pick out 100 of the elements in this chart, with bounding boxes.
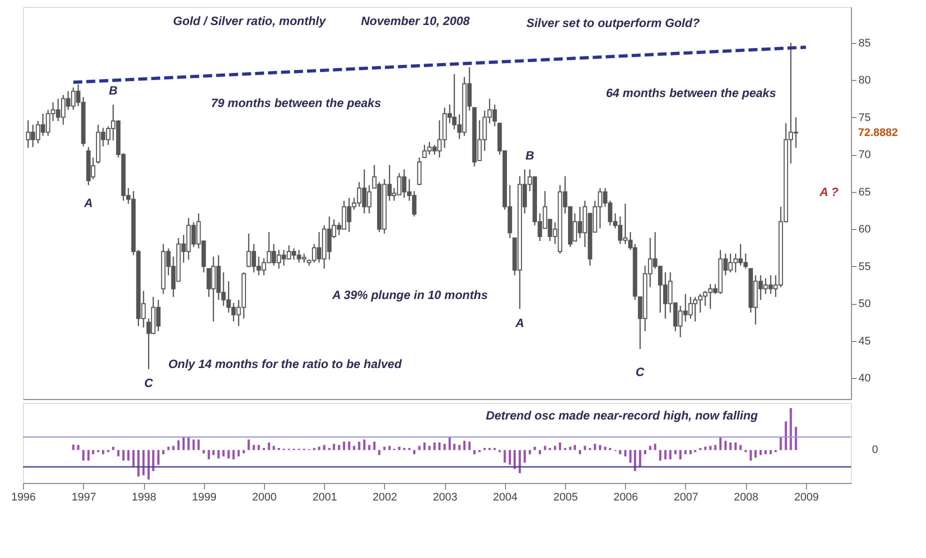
x-tick-label: 1998 [132, 492, 156, 504]
bar [473, 450, 476, 454]
candlestick [417, 156, 422, 186]
x-tick-label: 2003 [432, 492, 458, 504]
bar [117, 450, 120, 456]
x-tick-label: 2007 [674, 492, 698, 504]
annotation: Silver set to outperform Gold? [526, 16, 700, 30]
bar [624, 450, 626, 456]
bar [87, 450, 90, 461]
bar [750, 450, 752, 461]
bar [228, 450, 230, 458]
bar [719, 437, 722, 450]
annotation: 79 months between the peaks [210, 96, 382, 110]
bar [358, 442, 360, 450]
annotation: C [144, 376, 154, 390]
bar [468, 442, 471, 450]
x-tick-label: 1996 [11, 492, 36, 504]
bar [202, 450, 205, 454]
bar [494, 448, 496, 450]
bar [453, 444, 456, 450]
bar [127, 450, 130, 461]
bar [152, 450, 154, 472]
bar [659, 450, 662, 461]
bar [790, 408, 792, 450]
text: Gold / Silver ratio, monthly [173, 14, 328, 28]
bar [689, 450, 692, 454]
y-tick-label: 85 [858, 37, 871, 50]
bar [398, 446, 400, 450]
bar [318, 446, 320, 450]
bar [524, 450, 526, 463]
bar [649, 446, 652, 450]
bar [363, 440, 366, 450]
bar [82, 450, 84, 461]
bar [258, 445, 260, 450]
bar [458, 445, 461, 450]
bar [313, 448, 316, 450]
x-tick-label: 1999 [192, 492, 216, 504]
bar [739, 445, 742, 450]
x-tick-label: 2006 [614, 492, 638, 504]
candlestick [206, 268, 212, 298]
bar [373, 442, 376, 450]
bar [604, 446, 606, 450]
bar [268, 442, 270, 450]
annotation: Only 14 months for the ratio to be halved [168, 357, 402, 371]
bar [754, 450, 757, 458]
bar [92, 450, 94, 454]
bar [102, 450, 104, 454]
x-tick-label: 2008 [734, 492, 758, 504]
bar [664, 450, 666, 460]
bar [433, 442, 436, 450]
x-tick-label: 2001 [312, 492, 337, 504]
annotation: B [525, 148, 534, 162]
bar [729, 442, 732, 450]
y-tick-label: 75 [858, 112, 871, 124]
bar [348, 442, 350, 450]
bar [197, 440, 200, 450]
bar [669, 450, 672, 460]
annotation: B [108, 84, 118, 98]
bar [272, 446, 275, 450]
bar [252, 445, 255, 450]
bar [248, 440, 250, 450]
x-tick-label: 1997 [72, 492, 96, 504]
y-tick-label: 80 [858, 74, 871, 87]
bar [182, 437, 185, 450]
bar [423, 442, 426, 450]
x-tick-label: 2005 [553, 492, 578, 504]
bar [760, 450, 762, 456]
bar [598, 445, 602, 450]
bar [232, 450, 235, 460]
annotation: Detrend osc made near-record high, now falling [486, 408, 759, 422]
bar [534, 446, 536, 450]
y-tick-label: 65 [858, 186, 871, 198]
y-tick-label: 50 [858, 298, 871, 310]
bar [212, 450, 215, 456]
bar [162, 450, 164, 454]
text: 72.8882 [858, 127, 898, 139]
bar [679, 450, 682, 460]
annotation: A [83, 196, 93, 210]
bar [734, 442, 737, 450]
bar [770, 450, 772, 454]
y-tick-label: 70 [858, 149, 871, 162]
y-tick-label: 40 [858, 372, 871, 385]
bar [167, 446, 170, 450]
bar [217, 450, 220, 458]
bar [619, 450, 622, 454]
bar [368, 445, 370, 450]
bar [323, 445, 326, 450]
text: 0 [872, 444, 878, 456]
annotation: A 39% plunge in 10 months [331, 288, 488, 302]
bar [238, 450, 240, 456]
bar [448, 437, 451, 450]
bar [704, 446, 706, 450]
bar [780, 437, 782, 450]
bar [684, 450, 687, 454]
x-tick-label: 2009 [794, 492, 819, 504]
y-tick-label: 45 [858, 335, 871, 348]
bar [629, 450, 632, 463]
bar [504, 450, 506, 463]
bar [208, 450, 210, 460]
x-tick-label: 2002 [372, 492, 398, 504]
